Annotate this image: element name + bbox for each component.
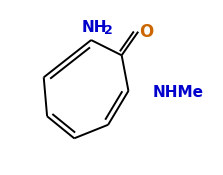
Text: NH: NH — [82, 20, 107, 35]
Text: NHMe: NHMe — [152, 85, 203, 100]
Text: O: O — [140, 23, 154, 41]
Text: 2: 2 — [104, 24, 113, 37]
